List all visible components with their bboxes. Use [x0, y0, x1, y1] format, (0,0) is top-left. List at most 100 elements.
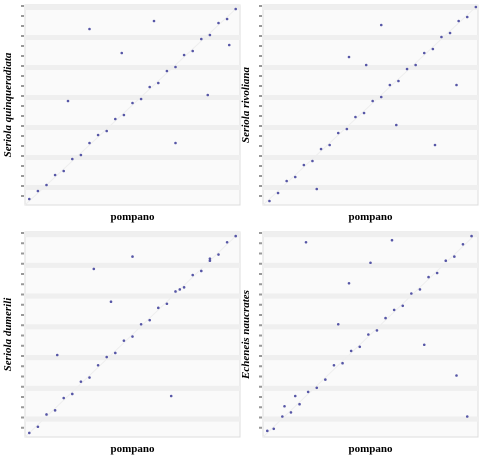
y-edge-tick [21, 283, 24, 286]
y-edge-tick [21, 135, 24, 137]
point [347, 281, 351, 285]
point [455, 83, 458, 87]
point [148, 318, 151, 322]
point [422, 343, 426, 347]
point [336, 322, 340, 326]
y-edge-tick [21, 426, 24, 429]
y-edge-tick [259, 115, 262, 117]
point [208, 33, 212, 37]
y-edge-tick [21, 125, 24, 127]
point [208, 257, 212, 260]
band [25, 5, 240, 10]
point [371, 99, 374, 103]
y-edge-tick [21, 55, 24, 57]
point [315, 386, 319, 390]
point [336, 131, 340, 135]
point [105, 355, 108, 359]
point [45, 183, 48, 187]
y-edge-tick [21, 242, 24, 245]
point [465, 15, 469, 19]
point [92, 267, 96, 271]
band [263, 385, 478, 391]
point [272, 427, 276, 431]
point [465, 415, 469, 418]
y-edge-tick [259, 314, 262, 316]
point [364, 63, 368, 67]
point [178, 288, 182, 291]
point [139, 322, 143, 326]
x-axis-label: pompano [348, 211, 393, 223]
y-edge-tick [259, 155, 262, 157]
point [328, 143, 331, 147]
point [311, 159, 314, 163]
y-edge-tick [21, 385, 24, 388]
band [263, 355, 478, 361]
y-edge-tick [259, 406, 262, 409]
y-edge-tick [259, 232, 262, 234]
y-edge-tick [21, 232, 24, 234]
y-edge-tick [259, 165, 262, 167]
point [289, 411, 293, 414]
point [427, 275, 430, 279]
y-edge-tick [259, 252, 262, 255]
point [283, 404, 286, 408]
point [200, 37, 203, 41]
point [225, 240, 229, 244]
y-edge-tick [259, 426, 262, 429]
point [474, 5, 478, 9]
point [341, 361, 344, 365]
y-edge-tick [21, 375, 24, 378]
point [79, 153, 83, 157]
y-edge-tick [259, 375, 262, 378]
point [448, 31, 452, 35]
band [25, 324, 240, 330]
y-edge-tick [259, 195, 262, 197]
point [293, 175, 297, 179]
band [263, 125, 478, 130]
y-edge-tick [21, 293, 24, 296]
point [470, 234, 473, 238]
y-edge-tick [259, 5, 262, 7]
y-edge-tick [21, 145, 24, 147]
y-edge-tick [259, 334, 262, 337]
band [263, 65, 478, 70]
y-edge-tick [259, 175, 262, 177]
point [358, 345, 362, 349]
y-edge-tick [21, 25, 24, 27]
y-edge-tick [259, 273, 262, 275]
point [66, 99, 70, 103]
point [122, 339, 126, 342]
point [96, 133, 100, 137]
point [390, 238, 394, 242]
y-edge-tick [21, 252, 24, 255]
point [431, 47, 435, 51]
point [71, 392, 74, 396]
point [191, 49, 194, 53]
band [263, 293, 478, 299]
point [79, 380, 83, 383]
point [62, 169, 65, 173]
point [62, 396, 65, 400]
band [263, 35, 478, 40]
point [169, 394, 173, 398]
band [25, 262, 240, 268]
y-edge-tick [259, 125, 262, 127]
band [25, 232, 240, 238]
y-edge-tick [21, 416, 24, 419]
y-edge-tick [259, 242, 262, 245]
y-edge-tick [21, 396, 24, 398]
band [263, 185, 478, 190]
point [217, 21, 220, 25]
point [191, 273, 194, 277]
y-edge-tick [21, 5, 24, 7]
y-edge-tick [21, 355, 24, 357]
band [263, 416, 478, 422]
point [444, 259, 448, 263]
y-edge-tick [259, 262, 262, 265]
y-edge-tick [259, 293, 262, 296]
y-edge-tick [259, 283, 262, 286]
point [392, 308, 396, 312]
point [362, 111, 366, 115]
point [375, 329, 379, 332]
point [384, 316, 387, 320]
